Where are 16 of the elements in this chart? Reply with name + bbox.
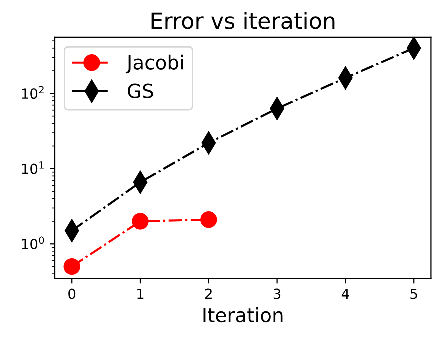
y-tick-label: 10$^{1}$ bbox=[22, 162, 44, 174]
y-tick-label: 10$^{2}$ bbox=[22, 86, 44, 100]
point bbox=[200, 212, 218, 228]
x-tick-label: 5 bbox=[410, 288, 418, 300]
point bbox=[64, 258, 80, 276]
x-tick-label: 4 bbox=[342, 288, 350, 300]
x-tick-label: 1 bbox=[138, 288, 144, 300]
y-tick-label: 10$^{0}$ bbox=[22, 236, 44, 250]
x-tick-label: 2 bbox=[206, 288, 212, 300]
legend-label: GS bbox=[128, 84, 154, 98]
legend-label: Jacobi bbox=[126, 54, 184, 74]
point bbox=[132, 213, 149, 230]
x-tick-label: 0 bbox=[68, 288, 76, 300]
x-axis-title: Iteration bbox=[204, 308, 283, 323]
x-tick-label: 3 bbox=[274, 288, 281, 300]
chart-title: Error vs iteration bbox=[152, 12, 335, 30]
